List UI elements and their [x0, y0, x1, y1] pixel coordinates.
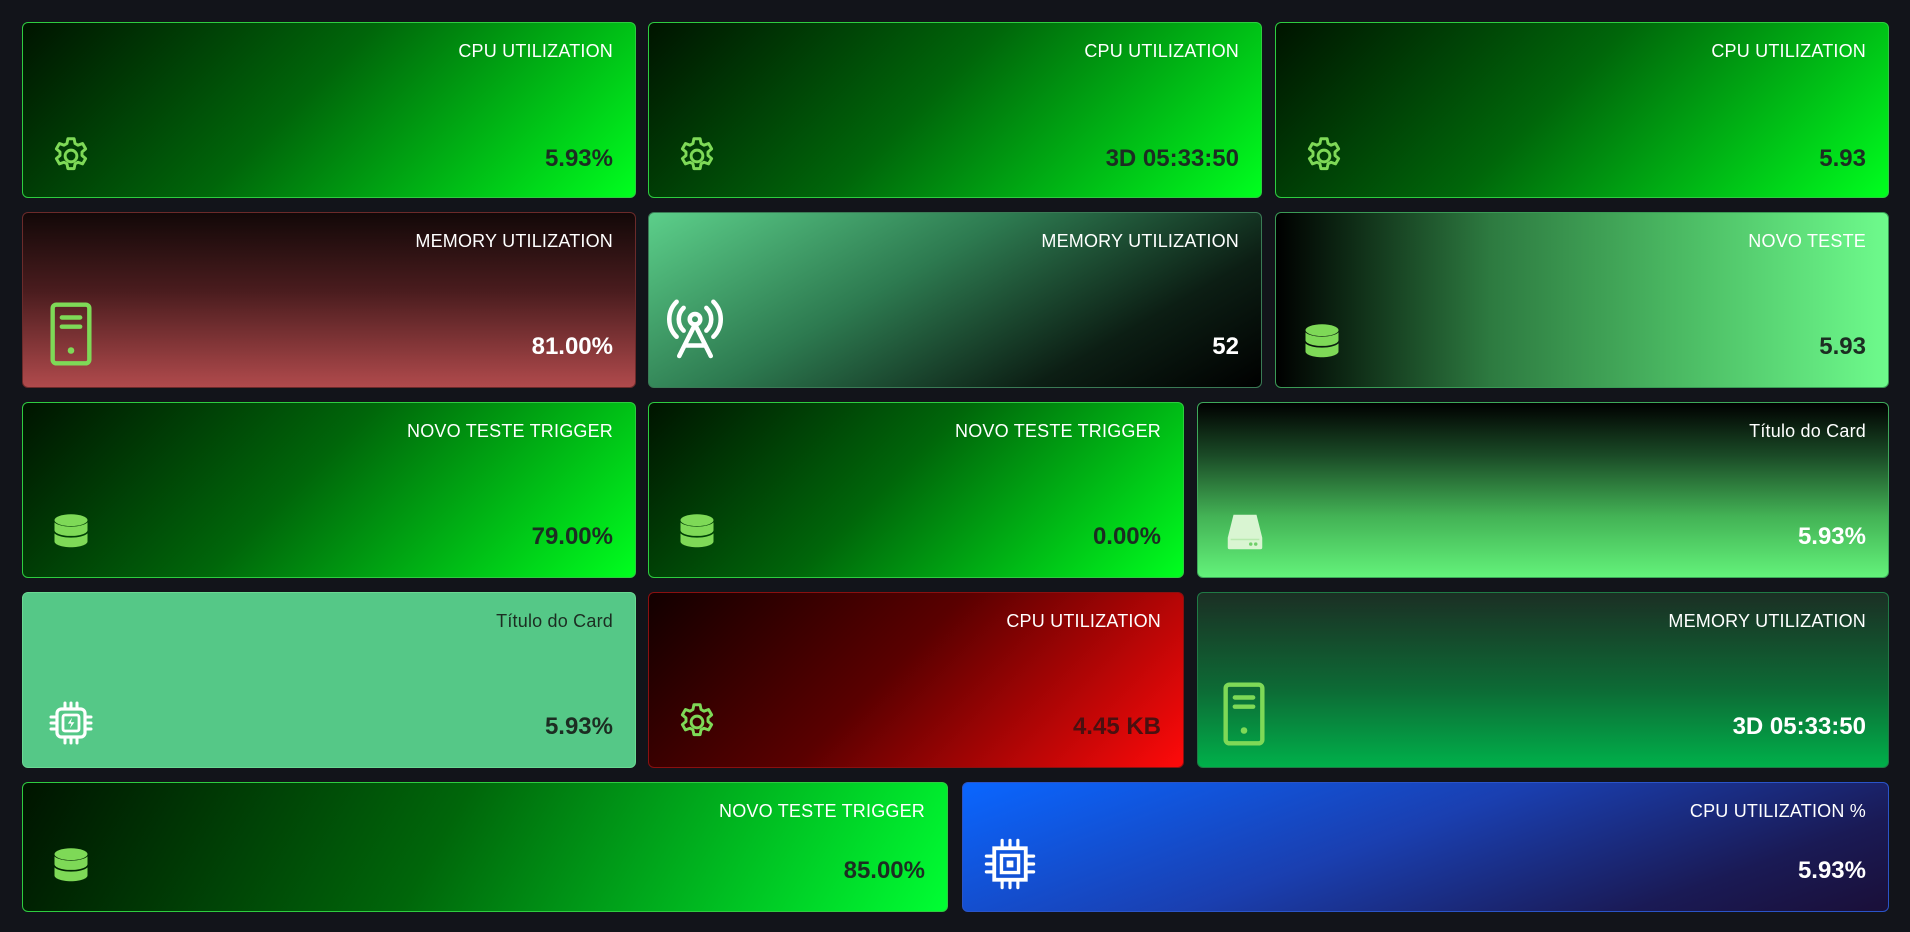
server-icon: [45, 301, 97, 367]
metric-card-novo-teste[interactable]: NOVO TESTE 5.93: [1275, 212, 1889, 388]
card-value: 85.00%: [843, 857, 925, 884]
gear-icon: [49, 134, 93, 178]
card-value: 81.00%: [531, 333, 613, 360]
card-title: CPU UTILIZATION %: [1689, 801, 1866, 821]
card-value: 3D 05:33:50: [1732, 713, 1866, 740]
gear-icon: [675, 700, 719, 744]
card-value: 5.93: [1819, 333, 1866, 360]
metric-card-novo-teste-trigger-1[interactable]: NOVO TESTE TRIGGER 79.00%: [22, 402, 636, 578]
database-icon: [675, 511, 719, 555]
database-icon: [49, 511, 93, 555]
card-title: Título do Card: [496, 611, 613, 631]
card-value: 5.93%: [544, 713, 613, 740]
metric-card-memory-utilization-3[interactable]: MEMORY UTILIZATION 3D 05:33:50: [1197, 592, 1889, 768]
database-icon: [1300, 321, 1344, 365]
card-title: CPU UTILIZATION: [1084, 41, 1239, 61]
card-value: 3D 05:33:50: [1105, 145, 1239, 172]
gear-icon: [675, 134, 719, 178]
card-title: NOVO TESTE TRIGGER: [955, 421, 1161, 441]
card-value: 5.93: [1819, 145, 1866, 172]
card-title: CPU UTILIZATION: [458, 41, 613, 61]
server-icon: [1218, 681, 1270, 747]
card-title: NOVO TESTE TRIGGER: [407, 421, 613, 441]
card-value: 5.93%: [1797, 857, 1866, 884]
metric-card-cpu-utilization-3[interactable]: CPU UTILIZATION 5.93: [1275, 22, 1889, 198]
metric-card-cpu-utilization-2[interactable]: CPU UTILIZATION 3D 05:33:50: [648, 22, 1262, 198]
card-title: MEMORY UTILIZATION: [1668, 611, 1866, 631]
card-title: NOVO TESTE TRIGGER: [719, 801, 925, 821]
gear-icon: [1302, 134, 1346, 178]
metric-card-cpu-utilization-4[interactable]: CPU UTILIZATION 4.45 KB: [648, 592, 1184, 768]
metric-card-novo-teste-trigger-3[interactable]: NOVO TESTE TRIGGER 85.00%: [22, 782, 948, 912]
antenna-tower-icon: [667, 295, 723, 361]
database-icon: [49, 845, 93, 889]
cpu-power-icon: [47, 699, 95, 747]
metric-card-cpu-utilization-1[interactable]: CPU UTILIZATION 5.93%: [22, 22, 636, 198]
metric-card-titulo-do-card-2[interactable]: Título do Card 5.93%: [22, 592, 636, 768]
card-value: 0.00%: [1092, 523, 1161, 550]
card-title: MEMORY UTILIZATION: [415, 231, 613, 251]
hard-drive-icon: [1222, 509, 1268, 555]
metric-card-novo-teste-trigger-2[interactable]: NOVO TESTE TRIGGER 0.00%: [648, 402, 1184, 578]
card-value: 52: [1212, 333, 1239, 360]
card-title: Título do Card: [1749, 421, 1866, 441]
card-value: 4.45 KB: [1072, 713, 1161, 740]
cpu-chip-icon: [983, 837, 1037, 891]
metric-card-titulo-do-card-1[interactable]: Título do Card 5.93%: [1197, 402, 1889, 578]
card-title: CPU UTILIZATION: [1711, 41, 1866, 61]
card-value: 5.93%: [1797, 523, 1866, 550]
metric-card-cpu-utilization-percent[interactable]: CPU UTILIZATION % 5.93%: [962, 782, 1889, 912]
card-value: 5.93%: [544, 145, 613, 172]
card-title: CPU UTILIZATION: [1006, 611, 1161, 631]
card-value: 79.00%: [531, 523, 613, 550]
metric-card-memory-utilization-1[interactable]: MEMORY UTILIZATION 81.00%: [22, 212, 636, 388]
card-title: MEMORY UTILIZATION: [1041, 231, 1239, 251]
card-title: NOVO TESTE: [1748, 231, 1866, 251]
metric-card-memory-utilization-2[interactable]: MEMORY UTILIZATION 52: [648, 212, 1262, 388]
